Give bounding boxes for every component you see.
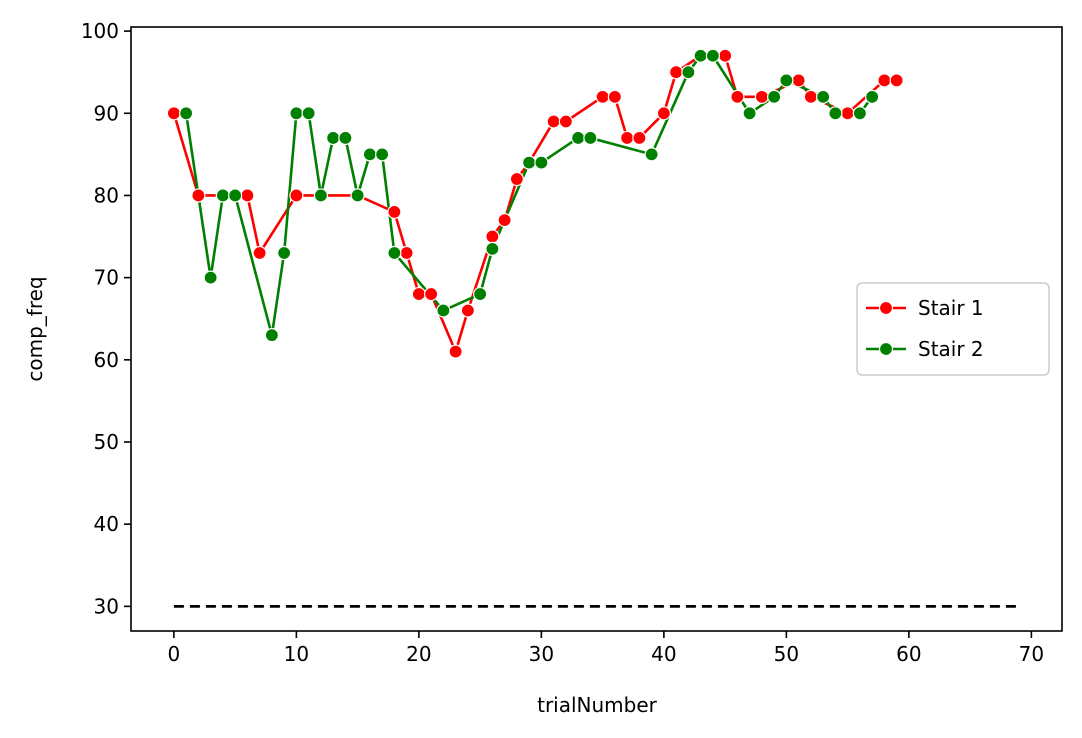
- data-point-stair-1: [399, 245, 414, 261]
- legend-marker-stair-2: [878, 341, 894, 357]
- data-point-stair-1: [730, 89, 745, 104]
- data-point-stair-2: [362, 147, 377, 162]
- data-point-stair-1: [460, 303, 475, 318]
- data-point-stair-2: [816, 89, 831, 104]
- data-point-stair-2: [289, 106, 304, 121]
- data-point-stair-2: [387, 245, 402, 261]
- data-point-stair-1: [791, 73, 806, 88]
- y-tick-label: 70: [94, 266, 119, 290]
- y-tick-label: 60: [94, 348, 119, 372]
- x-axis-title: trialNumber: [537, 693, 658, 717]
- data-point-stair-2: [644, 147, 659, 162]
- data-point-stair-1: [166, 106, 181, 121]
- data-point-stair-2: [828, 106, 843, 121]
- y-tick-label: 30: [94, 594, 119, 618]
- data-point-stair-2: [693, 48, 708, 63]
- data-point-stair-1: [877, 73, 892, 88]
- x-tick-label: 20: [406, 642, 431, 666]
- data-point-stair-2: [583, 130, 598, 146]
- legend-label-stair-2: Stair 2: [918, 337, 984, 361]
- data-point-stair-1: [754, 89, 769, 104]
- data-point-stair-1: [558, 114, 573, 129]
- data-point-stair-1: [840, 106, 855, 121]
- data-point-stair-2: [313, 188, 328, 203]
- data-point-stair-2: [534, 155, 549, 170]
- legend: Stair 1 Stair 2: [856, 282, 1050, 376]
- data-point-stair-2: [705, 48, 720, 63]
- data-point-stair-1: [411, 286, 426, 302]
- data-point-stair-2: [681, 65, 696, 80]
- data-point-stair-2: [571, 130, 586, 146]
- legend-marker-stair-1: [878, 300, 894, 316]
- data-point-stair-2: [852, 106, 867, 121]
- data-point-stair-1: [595, 89, 610, 104]
- plot-area: [166, 48, 1020, 608]
- y-tick-label: 50: [94, 430, 119, 454]
- data-point-stair-1: [252, 245, 267, 261]
- data-point-stair-2: [338, 130, 353, 146]
- x-tick-label: 40: [651, 642, 676, 666]
- data-point-stair-1: [669, 65, 684, 80]
- data-point-stair-1: [656, 106, 671, 121]
- y-tick-label: 90: [94, 101, 119, 125]
- data-point-stair-2: [375, 147, 390, 162]
- data-point-stair-2: [522, 155, 537, 170]
- data-point-stair-1: [448, 344, 463, 359]
- data-point-stair-1: [632, 130, 647, 146]
- data-point-stair-1: [424, 286, 439, 302]
- data-point-stair-2: [277, 245, 292, 261]
- legend-label-stair-1: Stair 1: [918, 296, 984, 320]
- y-tick-label: 80: [94, 183, 119, 207]
- data-point-stair-2: [473, 286, 488, 302]
- data-point-stair-2: [179, 106, 194, 121]
- data-point-stair-2: [264, 328, 279, 343]
- data-point-stair-1: [889, 73, 904, 88]
- x-axis: 0 10 20 30 40 50 60 70: [168, 631, 1044, 666]
- x-tick-label: 50: [774, 642, 799, 666]
- data-point-stair-1: [607, 89, 622, 104]
- data-point-stair-2: [215, 188, 230, 203]
- data-point-stair-1: [387, 204, 402, 219]
- axes-frame: [130, 26, 1063, 632]
- data-point-stair-2: [767, 89, 782, 104]
- data-point-stair-1: [803, 89, 818, 104]
- legend-box: [856, 282, 1050, 376]
- data-point-stair-2: [742, 106, 757, 121]
- data-point-stair-1: [497, 213, 512, 228]
- data-point-stair-1: [485, 229, 500, 244]
- data-point-stair-1: [289, 188, 304, 203]
- data-point-stair-2: [203, 270, 218, 285]
- y-tick-label: 40: [94, 512, 119, 536]
- y-tick-label: 100: [81, 19, 119, 43]
- data-point-stair-2: [350, 188, 365, 203]
- x-tick-label: 10: [284, 642, 309, 666]
- data-point-stair-2: [436, 303, 451, 318]
- x-tick-label: 70: [1019, 642, 1044, 666]
- data-point-stair-1: [191, 188, 206, 203]
- data-point-stair-1: [240, 188, 255, 203]
- data-point-stair-2: [779, 73, 794, 88]
- data-point-stair-2: [228, 188, 243, 203]
- y-axis: 30 40 50 60 70 80 90 100: [81, 19, 131, 618]
- data-point-stair-1: [620, 130, 635, 146]
- data-point-stair-2: [485, 241, 500, 256]
- x-tick-label: 0: [168, 642, 181, 666]
- data-point-stair-1: [509, 171, 524, 187]
- x-tick-label: 60: [896, 642, 921, 666]
- data-point-stair-2: [301, 106, 316, 121]
- data-point-stair-2: [865, 89, 880, 104]
- data-point-stair-2: [326, 130, 341, 146]
- y-axis-title: comp_freq: [23, 276, 47, 381]
- x-tick-label: 30: [529, 642, 554, 666]
- data-point-stair-1: [546, 114, 561, 129]
- data-point-stair-1: [718, 48, 733, 63]
